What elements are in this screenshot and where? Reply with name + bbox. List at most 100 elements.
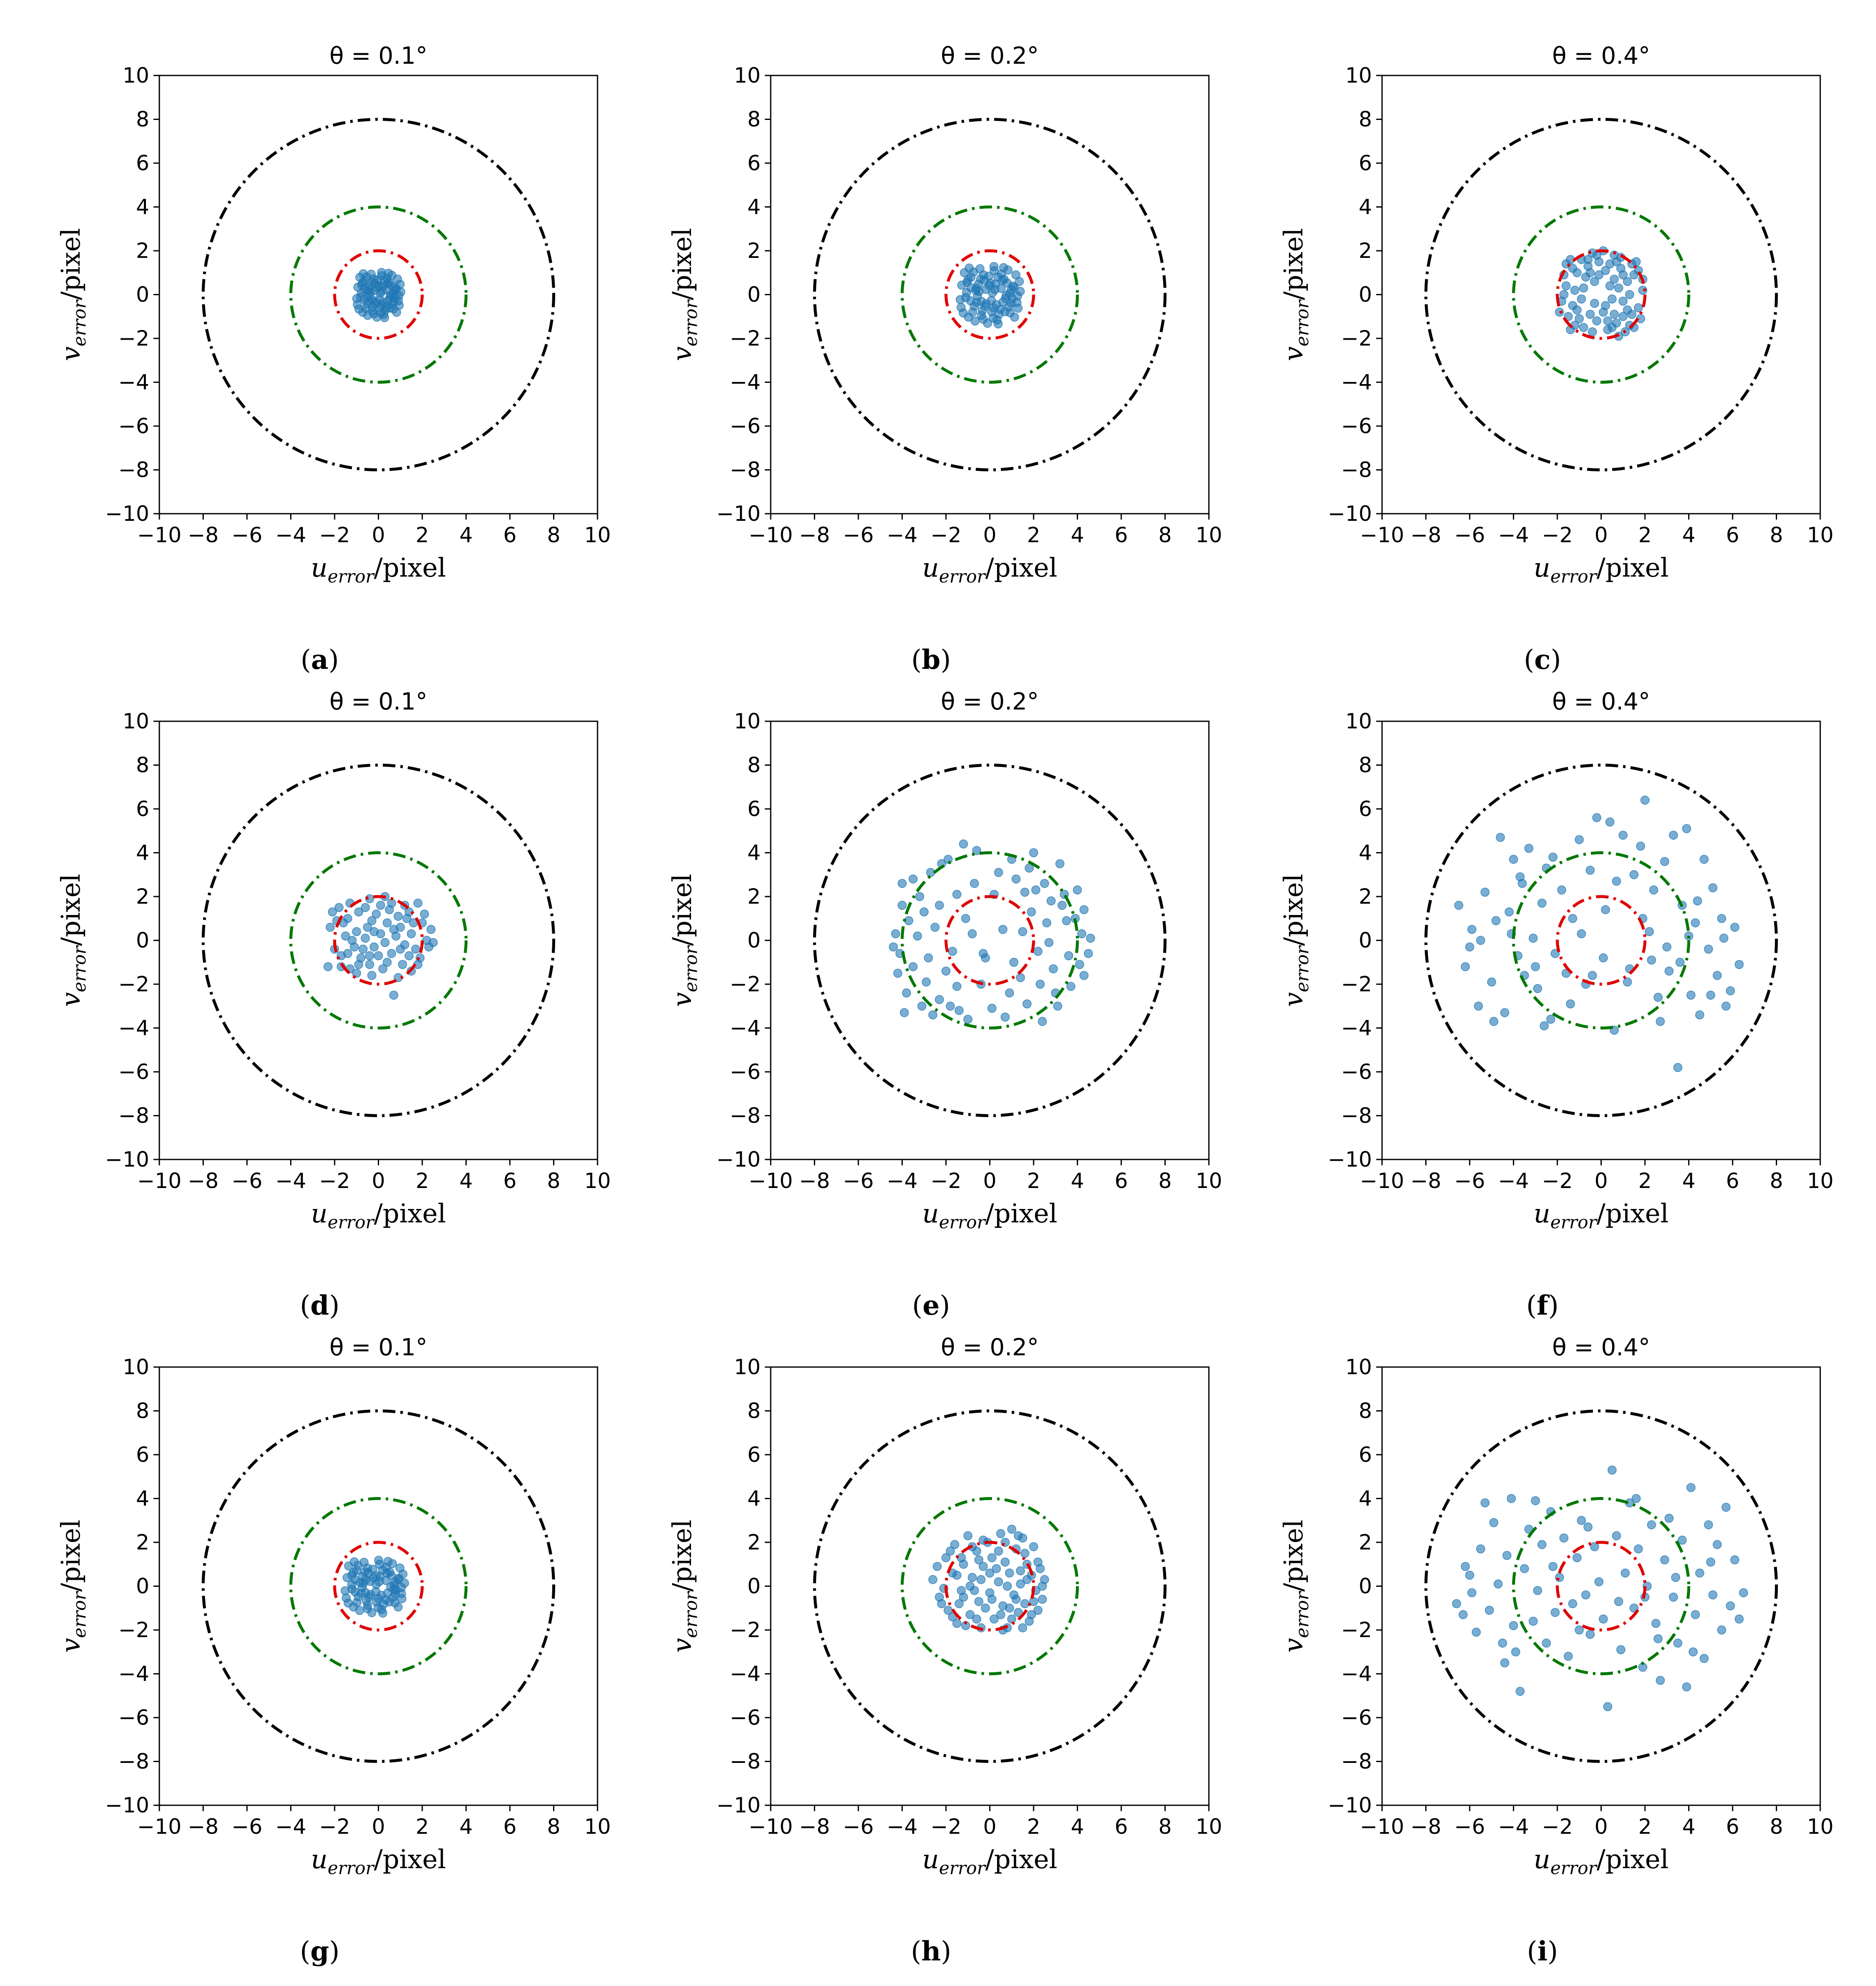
panel-title: θ = 0.1° — [330, 1334, 428, 1361]
data-point — [1018, 1623, 1027, 1632]
data-point — [1476, 936, 1485, 945]
data-point — [1706, 990, 1715, 1000]
data-point — [1013, 1608, 1023, 1617]
data-point — [1577, 1516, 1586, 1525]
data-point — [1568, 301, 1577, 310]
x-tick-label: −10 — [1360, 523, 1404, 547]
data-point — [396, 944, 405, 954]
plot-frame — [770, 720, 1210, 1160]
x-tick-label: −2 — [319, 1814, 350, 1839]
x-tick-label: 0 — [1595, 1169, 1608, 1193]
data-point — [364, 1592, 374, 1601]
data-point — [1640, 795, 1650, 805]
y-tick-label: −8 — [730, 1749, 761, 1774]
data-point — [1548, 1562, 1558, 1571]
data-point — [970, 879, 979, 888]
data-point — [1029, 1542, 1038, 1552]
data-point — [996, 1529, 1006, 1538]
data-point — [1721, 1502, 1731, 1512]
x-tick-label: −8 — [799, 1169, 830, 1193]
data-point — [1524, 844, 1533, 853]
data-points — [340, 1556, 409, 1618]
data-point — [971, 286, 980, 295]
panel-caption: (b) — [911, 644, 951, 676]
reference-circle-r8 — [813, 118, 1167, 471]
data-point — [358, 278, 367, 288]
data-point — [990, 285, 1000, 294]
panel-caption: (a) — [301, 644, 339, 676]
x-axis-title: uerror/pixel — [922, 1844, 1057, 1878]
data-point — [1590, 277, 1599, 286]
data-point — [1062, 916, 1071, 925]
data-point — [950, 1540, 959, 1549]
x-axis-title: uerror/pixel — [1533, 1198, 1668, 1232]
x-tick-label: −6 — [1454, 1814, 1485, 1839]
data-point — [1465, 1570, 1474, 1580]
reference-circle-r8 — [813, 1409, 1167, 1763]
data-point — [1528, 1617, 1538, 1626]
data-point — [1601, 905, 1610, 915]
data-point — [1537, 1540, 1547, 1549]
data-point — [952, 1619, 961, 1628]
y-tick-label: 0 — [747, 283, 761, 307]
data-point — [891, 929, 900, 938]
data-points — [889, 839, 1095, 1026]
data-point — [897, 901, 907, 910]
data-point — [1027, 1610, 1036, 1619]
data-point — [374, 1556, 383, 1565]
data-point — [946, 1001, 955, 1011]
data-point — [1588, 971, 1597, 980]
y-tick-label: −8 — [1341, 1104, 1372, 1128]
y-axis-title: verror/pixel — [667, 1520, 701, 1653]
plot-frame — [158, 720, 598, 1160]
data-point — [367, 916, 377, 925]
data-point — [1704, 1520, 1713, 1529]
data-point — [1086, 933, 1095, 943]
x-tick-label: 0 — [372, 523, 385, 547]
data-point — [1638, 286, 1647, 295]
x-tick-label: 10 — [1807, 523, 1834, 547]
y-tick-label: −8 — [1341, 458, 1372, 482]
data-point — [364, 286, 373, 296]
data-point — [1467, 1588, 1476, 1597]
x-tick-label: −10 — [137, 1814, 182, 1839]
y-tick-label: 10 — [734, 63, 761, 88]
data-point — [962, 288, 971, 297]
data-point — [1491, 916, 1501, 925]
x-tick-label: −8 — [1411, 1169, 1442, 1193]
data-point — [363, 923, 372, 932]
x-tick-label: 10 — [1807, 1169, 1834, 1193]
y-tick-label: 6 — [136, 1443, 149, 1467]
data-point — [1031, 885, 1040, 895]
data-point — [1049, 964, 1058, 974]
data-point — [389, 925, 398, 934]
x-tick-label: 0 — [1595, 1814, 1608, 1839]
data-point — [1572, 1553, 1582, 1562]
y-tick-label: 10 — [122, 63, 149, 88]
y-tick-label: −6 — [1341, 1705, 1372, 1730]
data-point — [1590, 299, 1599, 308]
y-tick-label: 2 — [136, 884, 149, 909]
data-point — [974, 1555, 984, 1565]
x-tick-label: 10 — [584, 1169, 611, 1193]
reference-circle-r4 — [901, 205, 1079, 384]
reference-circle-r2 — [944, 1541, 1035, 1632]
data-point — [1515, 1687, 1525, 1696]
reference-circle-r8 — [1424, 764, 1778, 1117]
data-point — [987, 1553, 997, 1562]
data-point — [1038, 1581, 1047, 1591]
data-point — [996, 1610, 1006, 1619]
x-tick-label: −2 — [930, 1169, 961, 1193]
data-point — [1027, 907, 1036, 917]
data-point — [1073, 885, 1082, 895]
data-point — [1660, 857, 1669, 866]
x-tick-label: 2 — [1638, 523, 1652, 547]
data-point — [1487, 977, 1497, 987]
y-tick-label: 6 — [1359, 151, 1372, 175]
data-point — [373, 276, 382, 285]
y-tick-label: 6 — [747, 151, 761, 175]
data-point — [1480, 1498, 1490, 1508]
x-tick-label: −2 — [319, 1169, 350, 1193]
data-point — [1013, 291, 1022, 301]
data-point — [1005, 1604, 1014, 1613]
